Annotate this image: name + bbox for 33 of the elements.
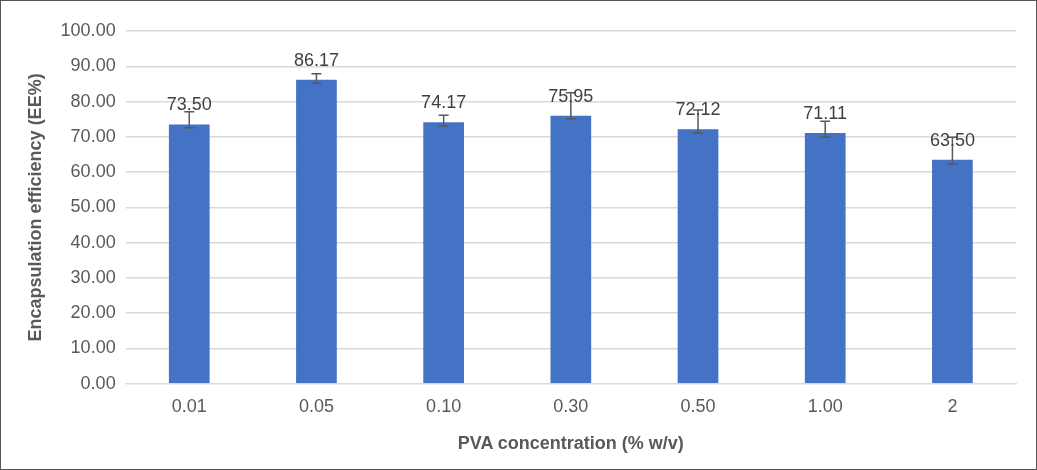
data-label: 71.11 — [803, 102, 848, 123]
y-tick-label: 60.00 — [70, 161, 116, 182]
y-tick-label: 100.00 — [60, 19, 116, 40]
data-label: 72.12 — [675, 99, 721, 120]
data-label: 86.17 — [293, 49, 339, 70]
data-label: 63.50 — [929, 129, 975, 150]
bar — [932, 159, 973, 384]
y-tick-label: 40.00 — [70, 231, 116, 252]
y-tick-label: 80.00 — [70, 90, 116, 111]
bar — [168, 124, 210, 384]
y-tick-label: 30.00 — [70, 266, 116, 287]
bar — [677, 129, 719, 384]
data-label: 74.17 — [421, 92, 467, 113]
y-axis-title: Encapsulation efficiency (EE%) — [24, 73, 45, 342]
bar — [550, 115, 592, 384]
y-tick-label: 90.00 — [70, 55, 116, 76]
y-tick-label: 0.00 — [80, 372, 116, 393]
data-label: 73.50 — [166, 94, 212, 115]
bar — [296, 79, 337, 384]
y-tick-label: 20.00 — [70, 302, 116, 323]
x-tick-label: 0.01 — [171, 395, 207, 416]
y-tick-label: 70.00 — [70, 125, 116, 146]
y-tick-label: 50.00 — [70, 196, 116, 217]
x-tick-label: 0.30 — [553, 395, 589, 416]
bar — [804, 132, 846, 384]
x-tick-label: 0.50 — [680, 395, 716, 416]
x-tick-label: 1.00 — [807, 395, 843, 416]
bar — [423, 122, 464, 384]
y-tick-label: 10.00 — [70, 337, 116, 358]
x-tick-label: 0.10 — [426, 395, 462, 416]
x-axis-title: PVA concentration (% w/v) — [457, 433, 684, 454]
x-tick-label: 0.05 — [298, 395, 334, 416]
x-tick-label: 2 — [947, 395, 958, 416]
